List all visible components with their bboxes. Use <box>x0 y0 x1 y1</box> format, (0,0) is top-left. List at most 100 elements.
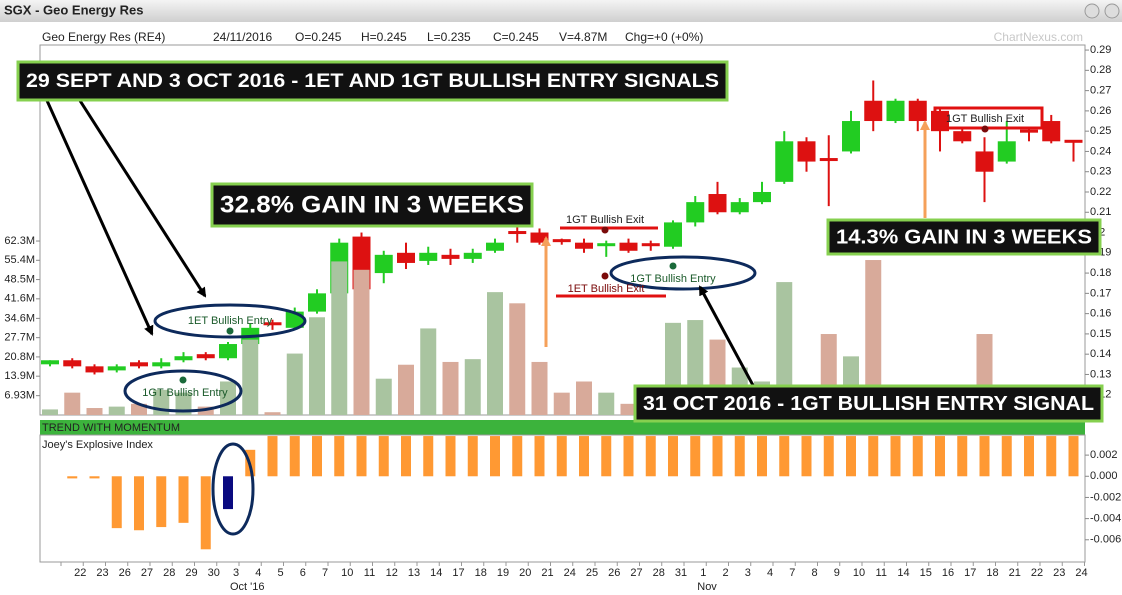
x-tick-label: 18 <box>986 567 998 579</box>
headline: 32.8% GAIN IN 3 WEEKS <box>220 191 524 218</box>
x-tick-label: 28 <box>653 567 665 579</box>
candle-body <box>41 360 59 365</box>
index-bar <box>734 436 745 477</box>
index-bar <box>890 436 901 477</box>
window-button[interactable] <box>1104 3 1120 19</box>
arrow <box>698 285 757 390</box>
index-bar <box>801 436 812 477</box>
index-bar <box>512 436 523 477</box>
title-bar <box>0 0 1122 22</box>
y-tick-label: 55.4M <box>4 254 35 266</box>
index-bar <box>490 436 500 477</box>
index-bar <box>935 436 945 477</box>
candle-body <box>842 121 860 152</box>
signal-dot <box>601 272 609 280</box>
arrow <box>68 84 207 298</box>
candle-body <box>219 344 237 359</box>
index-bar <box>200 476 211 550</box>
candle-body <box>152 362 171 367</box>
index-bar <box>312 436 322 477</box>
y-tick-label: 0.21 <box>1090 206 1111 218</box>
index-bar <box>779 436 790 477</box>
index-bar <box>823 436 834 477</box>
x-tick-label: 25 <box>586 567 598 579</box>
y-tick-label: 48.5M <box>4 273 35 285</box>
signal-dot <box>179 376 187 384</box>
x-tick-label: 4 <box>767 567 773 579</box>
candle-body <box>419 252 438 261</box>
index-bar <box>579 436 589 477</box>
candle-body <box>686 202 705 223</box>
x-tick-label: 26 <box>608 567 620 579</box>
x-tick-label: 14 <box>897 567 909 579</box>
candle-body <box>1064 139 1083 143</box>
candle-body <box>552 239 571 243</box>
x-tick-label: 23 <box>1053 567 1065 579</box>
signal-dot <box>981 125 989 133</box>
index-bar <box>445 436 456 477</box>
candle-body <box>730 202 749 213</box>
highlight-ellipse <box>153 303 307 339</box>
volume-bar <box>531 361 548 415</box>
y-tick-label: 0.23 <box>1090 166 1111 178</box>
headline-box <box>633 384 1104 423</box>
candle-body <box>864 100 883 122</box>
index-bar <box>1046 436 1057 477</box>
signal-label: 1GT Bullish Exit <box>946 113 1024 125</box>
headline: 14.3% GAIN IN 3 WEEKS <box>836 226 1092 248</box>
x-tick-label: 22 <box>1031 567 1043 579</box>
signal-label: 1GT Bullish Entry <box>630 273 716 285</box>
volume-bar <box>576 381 592 415</box>
y-tick-label: 0.16 <box>1090 308 1111 320</box>
volume-bar <box>776 282 793 415</box>
signal-label: 1GT Bullish Entry <box>142 387 228 399</box>
headline-box <box>210 182 534 228</box>
index-bar <box>1001 436 1012 477</box>
signal-label: 1GT Bullish Exit <box>566 214 644 226</box>
candle-body <box>886 100 905 122</box>
x-tick-label: 5 <box>277 567 283 579</box>
candle-body <box>908 100 927 122</box>
candle-body <box>441 254 460 259</box>
index-bar <box>356 436 367 477</box>
headline-box <box>16 60 729 102</box>
x-tick-label: 7 <box>322 567 328 579</box>
index-bar <box>178 476 189 523</box>
x-tick-label: 14 <box>430 567 442 579</box>
volume-bar <box>598 392 615 415</box>
header-item: C=0.245 <box>493 30 539 44</box>
window-button[interactable] <box>1084 3 1100 19</box>
candle-body <box>997 141 1016 162</box>
index-bar <box>690 436 701 477</box>
x-tick-label: 27 <box>630 567 642 579</box>
volume-bar <box>264 412 281 415</box>
y-tick-label: -0.002 <box>1090 491 1121 503</box>
candle-body <box>797 141 816 162</box>
index-bar <box>601 436 612 477</box>
index-bar <box>979 436 990 477</box>
x-tick-label: 26 <box>119 567 131 579</box>
y-tick-label: -0.004 <box>1090 513 1121 525</box>
panel-label: TREND WITH MOMENTUM <box>42 422 180 434</box>
volume-bar <box>353 269 370 415</box>
highlight-ellipse <box>609 255 757 291</box>
candle-body <box>397 252 415 263</box>
panel-label: Joey's Explosive Index <box>42 439 153 451</box>
volume-bar <box>331 261 348 415</box>
x-tick-label: 8 <box>811 567 817 579</box>
x-tick-label: 10 <box>341 567 353 579</box>
candle-body <box>597 243 616 247</box>
candle-body <box>619 242 638 251</box>
trend-band <box>40 420 1085 435</box>
volume-bar <box>375 378 392 415</box>
index-bar <box>846 436 856 477</box>
index-bar <box>868 436 879 477</box>
y-tick-label: 0.22 <box>1090 186 1111 198</box>
x-tick-label: 11 <box>364 567 375 579</box>
x-tick-label: 11 <box>876 567 887 579</box>
volume-bar <box>420 328 437 415</box>
y-tick-label: 0.002 <box>1090 449 1118 461</box>
x-tick-label: 18 <box>475 567 487 579</box>
candle-body <box>63 360 82 367</box>
